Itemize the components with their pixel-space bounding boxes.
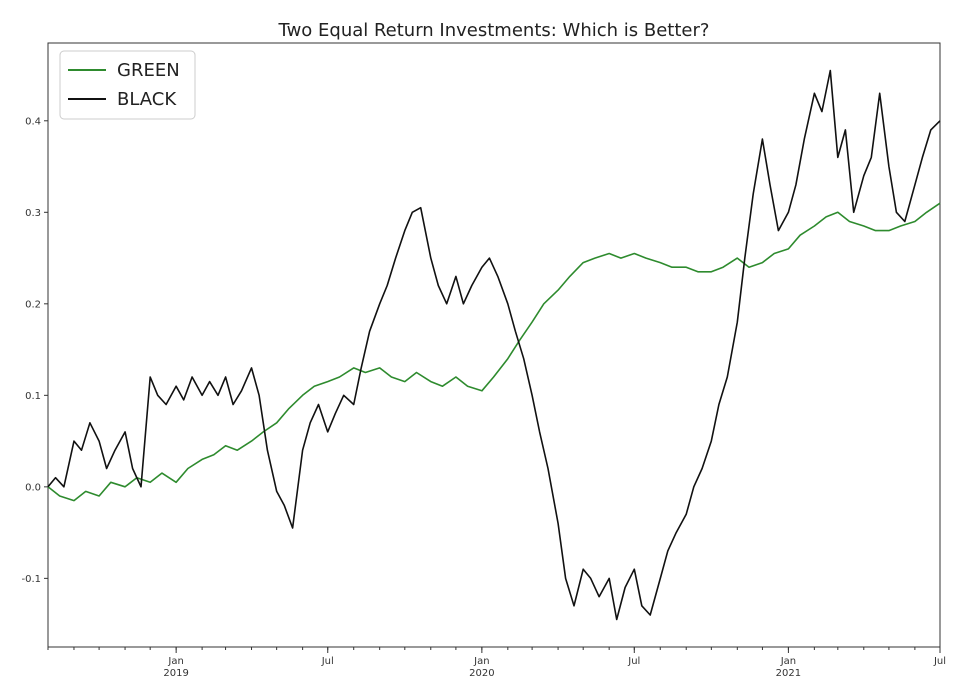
x-tick-label: Jan — [473, 656, 489, 667]
legend-box — [59, 50, 196, 120]
x-tick-label: Jan — [780, 656, 796, 667]
y-axis: -0.1 0.0 0.1 0.2 0.3 0.4 — [21, 116, 48, 585]
y-tick-label: 0.2 — [25, 299, 41, 310]
series-line-green — [47, 202, 941, 502]
y-tick-label: 0.0 — [25, 482, 41, 493]
series-line-black — [47, 69, 941, 621]
y-tick-label: -0.1 — [21, 574, 41, 585]
y-tick-label: 0.3 — [25, 208, 41, 219]
legend-label-green: GREEN — [117, 60, 180, 81]
y-tick-label: 0.1 — [25, 391, 41, 402]
chart-title: Two Equal Return Investments: Which is B… — [278, 20, 710, 41]
plot-frame — [47, 42, 941, 648]
y-tick-label: 0.4 — [25, 116, 41, 127]
series-layer — [47, 69, 941, 621]
x-tick-year-label: 2021 — [776, 668, 801, 679]
x-tick-year-label: 2019 — [163, 668, 188, 679]
x-tick-label: Jan — [167, 656, 183, 667]
x-tick-year-label: 2020 — [469, 668, 494, 679]
legend: GREEN BLACK — [59, 50, 196, 120]
legend-label-black: BLACK — [117, 89, 177, 110]
x-tick-label: Jul — [321, 656, 334, 667]
x-tick-label: Jul — [627, 656, 640, 667]
x-tick-label: Jul — [933, 656, 946, 667]
